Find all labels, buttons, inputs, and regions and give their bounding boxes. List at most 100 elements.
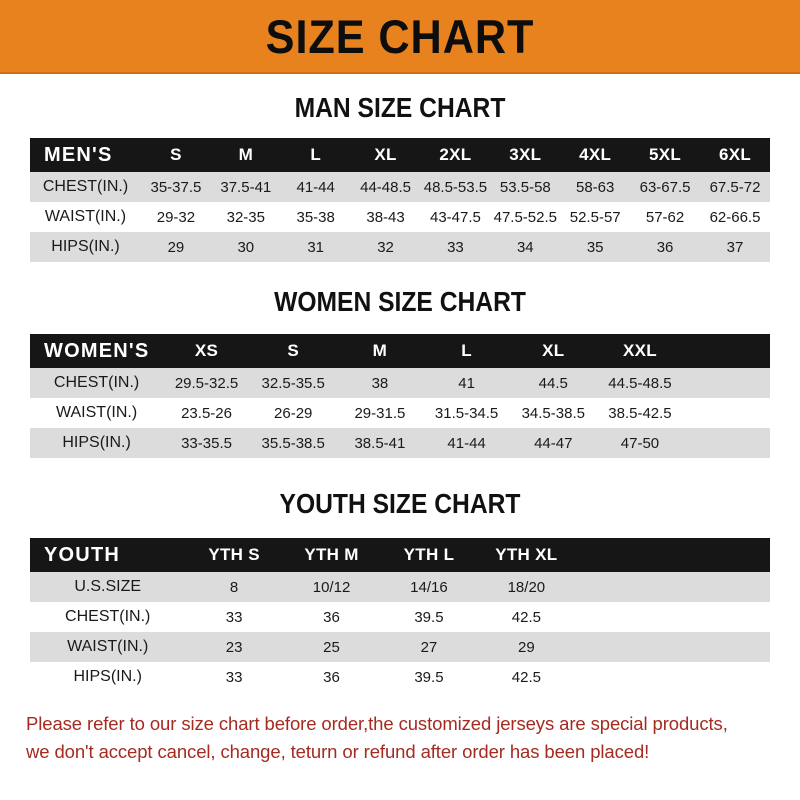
measurement-cell: 35.5-38.5 bbox=[261, 434, 325, 452]
measurement-cell: 44.5 bbox=[538, 374, 568, 392]
measurement-cell bbox=[575, 662, 672, 692]
table-row: CHEST(IN.) 33 36 39.5 42.5 bbox=[30, 602, 770, 632]
measurement-cell: 37 bbox=[726, 238, 744, 256]
youth-size-header: YTH XL bbox=[495, 545, 558, 564]
table-row: HIPS(IN.) 33 36 39.5 42.5 bbox=[30, 662, 770, 692]
men-size-header: 6XL bbox=[718, 145, 752, 164]
measurement-cell: 63-67.5 bbox=[639, 178, 691, 196]
women-row-label: HIPS(IN.) bbox=[62, 434, 131, 451]
measurement-cell: 8 bbox=[229, 578, 239, 596]
measurement-cell: 38.5-42.5 bbox=[608, 404, 672, 422]
men-row-label: WAIST(IN.) bbox=[44, 208, 127, 225]
measurement-cell: 44-47 bbox=[534, 434, 573, 452]
measurement-cell: 14/16 bbox=[410, 578, 448, 596]
measurement-cell bbox=[683, 368, 770, 398]
youth-size-table: YOUTH YTH S YTH M YTH L YTH XL U.S.SIZE 8 10/12… bbox=[30, 538, 770, 692]
measurement-cell bbox=[673, 602, 771, 632]
measurement-cell: 36 bbox=[323, 668, 340, 686]
measurement-cell: 41 bbox=[458, 374, 475, 392]
measurement-cell: 39.5 bbox=[414, 668, 444, 686]
youth-row-label: U.S.SIZE bbox=[74, 578, 142, 595]
men-size-header: 3XL bbox=[509, 145, 542, 164]
measurement-cell: 52.5-57 bbox=[569, 208, 621, 226]
measurement-cell: 35 bbox=[586, 238, 604, 256]
measurement-cell: 32 bbox=[377, 238, 394, 256]
men-row-label: CHEST(IN.) bbox=[42, 178, 129, 195]
section-title-youth: YOUTH SIZE CHART bbox=[279, 488, 521, 519]
banner: SIZE CHART bbox=[0, 0, 800, 74]
men-size-header: S bbox=[170, 145, 182, 164]
measurement-cell: 43-47.5 bbox=[430, 208, 481, 226]
youth-table-wrap: YOUTH YTH S YTH M YTH L YTH XL U.S.SIZE 8 10/12… bbox=[0, 538, 800, 692]
measurement-cell: 41-44 bbox=[296, 178, 335, 196]
women-row-label: WAIST(IN.) bbox=[56, 404, 138, 421]
measurement-cell: 39.5 bbox=[414, 608, 444, 626]
measurement-cell: 44-48.5 bbox=[360, 178, 411, 196]
measurement-cell: 36 bbox=[656, 238, 674, 256]
measurement-cell: 18/20 bbox=[507, 578, 546, 596]
measurement-cell: 23 bbox=[225, 638, 243, 656]
measurement-cell: 48.5-53.5 bbox=[423, 178, 488, 196]
measurement-cell: 29-32 bbox=[156, 208, 196, 226]
table-row: HIPS(IN.) 29 30 31 32 33 34 35 36 37 bbox=[30, 232, 770, 262]
measurement-cell: 31 bbox=[307, 238, 325, 256]
women-size-header: XS bbox=[194, 341, 219, 360]
measurement-cell bbox=[575, 602, 672, 632]
measurement-cell: 26-29 bbox=[274, 404, 313, 422]
measurement-cell: 29 bbox=[167, 238, 185, 256]
youth-corner-label: YOUTH bbox=[44, 543, 120, 566]
measurement-cell: 35-37.5 bbox=[150, 178, 202, 196]
measurement-cell: 32-35 bbox=[226, 208, 265, 226]
measurement-cell: 36 bbox=[323, 608, 340, 626]
measurement-cell bbox=[683, 428, 770, 458]
measurement-cell: 33 bbox=[225, 668, 243, 686]
women-size-table: WOMEN'S XS S M L XL XXL CHEST(IN.) 29.5-32.5 32.5… bbox=[30, 334, 770, 458]
measurement-cell: 34.5-38.5 bbox=[521, 404, 585, 422]
measurement-cell: 42.5 bbox=[511, 608, 541, 626]
measurement-cell: 34 bbox=[516, 238, 534, 256]
measurement-cell: 38.5-41 bbox=[354, 434, 406, 452]
table-row: HIPS(IN.) 33-35.5 35.5-38.5 38.5-41 41-44 44-… bbox=[30, 428, 770, 458]
measurement-cell: 53.5-58 bbox=[499, 178, 551, 196]
men-header-row: MEN'S S M L XL 2XL 3XL 4XL 5XL 6XL bbox=[30, 138, 770, 172]
men-corner-label: MEN'S bbox=[44, 143, 113, 166]
men-size-header: 4XL bbox=[579, 145, 612, 164]
youth-header-row: YOUTH YTH S YTH M YTH L YTH XL bbox=[30, 538, 770, 572]
table-row: CHEST(IN.) 29.5-32.5 32.5-35.5 38 41 44.5 44.5… bbox=[30, 368, 770, 398]
measurement-cell: 31.5-34.5 bbox=[434, 404, 499, 422]
youth-size-header bbox=[575, 538, 672, 572]
measurement-cell: 30 bbox=[237, 238, 255, 256]
measurement-cell bbox=[683, 398, 770, 428]
youth-size-header: YTH M bbox=[304, 545, 359, 564]
section-title-man: MAN SIZE CHART bbox=[294, 92, 506, 123]
measurement-cell: 33 bbox=[225, 608, 243, 626]
measurement-cell bbox=[673, 572, 771, 602]
men-row-label: HIPS(IN.) bbox=[51, 238, 120, 255]
measurement-cell: 58-63 bbox=[576, 178, 615, 196]
disclaimer: Please refer to our size chart before or… bbox=[26, 710, 774, 766]
women-size-header bbox=[683, 334, 770, 368]
measurement-cell: 37.5-41 bbox=[220, 178, 272, 196]
women-row-label: CHEST(IN.) bbox=[53, 374, 140, 391]
measurement-cell: 62-66.5 bbox=[709, 208, 761, 226]
table-row: WAIST(IN.) 23 25 27 29 bbox=[30, 632, 770, 662]
women-corner-label: WOMEN'S bbox=[44, 339, 150, 362]
men-size-header: 5XL bbox=[649, 145, 682, 164]
youth-row-label: WAIST(IN.) bbox=[67, 638, 149, 655]
men-size-table: MEN'S S M L XL 2XL 3XL 4XL 5XL 6XL CHEST(IN.) 35-37… bbox=[30, 138, 770, 262]
youth-size-header: YTH S bbox=[208, 545, 260, 564]
measurement-cell: 35-38 bbox=[296, 208, 335, 226]
measurement-cell: 47.5-52.5 bbox=[493, 208, 557, 226]
measurement-cell: 29-31.5 bbox=[354, 404, 406, 422]
measurement-cell: 42.5 bbox=[511, 668, 541, 686]
men-size-header: M bbox=[238, 145, 254, 164]
measurement-cell: 29 bbox=[518, 638, 535, 656]
measurement-cell: 44.5-48.5 bbox=[608, 374, 672, 392]
youth-row-label: CHEST(IN.) bbox=[65, 608, 151, 625]
measurement-cell bbox=[575, 632, 672, 662]
measurement-cell: 33 bbox=[447, 238, 464, 256]
women-size-header: S bbox=[287, 341, 300, 360]
measurement-cell: 33-35.5 bbox=[181, 434, 232, 452]
table-row: CHEST(IN.) 35-37.5 37.5-41 41-44 44-48.5 48.5… bbox=[30, 172, 770, 202]
